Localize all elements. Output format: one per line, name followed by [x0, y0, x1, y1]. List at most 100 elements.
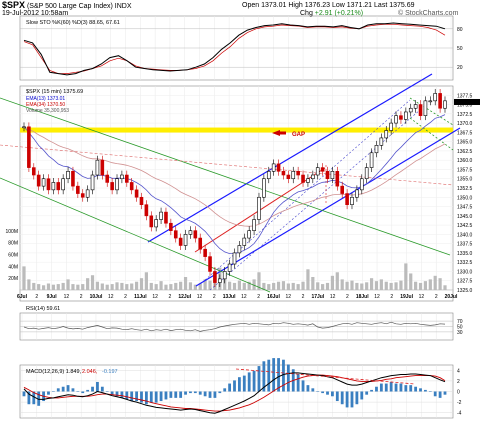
gap-label: GAP [292, 132, 305, 138]
sto-legend: Slow STO %K(60) %D(3) 88.65, 67.61 [26, 20, 120, 26]
volume-bar [374, 281, 379, 290]
macd-histogram-bar [350, 391, 354, 408]
candle-body [125, 174, 129, 183]
macd-histogram-bar [120, 391, 124, 398]
candle-body [105, 174, 110, 183]
candle-body [257, 196, 261, 220]
candle-body [413, 104, 418, 109]
volume-bar [325, 282, 330, 290]
high-value: 1376.23 [304, 2, 331, 9]
candle-body [428, 100, 433, 103]
volume-bar [252, 279, 256, 290]
candle-body [247, 230, 251, 239]
macd-histogram-bar [438, 391, 442, 398]
candle-body [31, 167, 36, 176]
price-y-tick-label: 1342.5 [457, 223, 473, 229]
volume-bar [41, 285, 46, 290]
volume-bar [404, 263, 408, 290]
candle-body [203, 248, 207, 257]
volume-bar [203, 279, 207, 290]
price-y-tick-label: 1370.0 [457, 121, 473, 127]
candle-body [100, 159, 105, 176]
x-tick-label: 2 [35, 294, 38, 300]
channel-lower-line [195, 127, 461, 287]
volume-bar [350, 280, 354, 290]
price-y-tick-label: 1352.5 [457, 186, 473, 192]
low-value: 1371.21 [346, 2, 373, 9]
volume-bar [27, 279, 31, 290]
sto-y-tick-label: 50 [457, 46, 463, 52]
volume-bar [37, 284, 41, 290]
macd-histogram-bar [56, 388, 60, 392]
candle-body [315, 167, 320, 176]
candle-body [227, 263, 232, 272]
volume-bar [223, 277, 227, 290]
volume-bar [193, 284, 197, 290]
candle-body [404, 111, 408, 120]
low-label: Low [331, 2, 345, 9]
candle-body [423, 100, 428, 116]
volume-bar [115, 282, 119, 290]
candle-body [154, 219, 158, 228]
green-dashed-projection-2 [409, 117, 454, 151]
volume-bar [340, 279, 344, 290]
candle-body [276, 163, 281, 172]
volume-bar [183, 277, 188, 290]
volume-bar [134, 281, 139, 290]
candle-body [286, 174, 291, 180]
macd-y-tick-label: 0 [457, 390, 460, 396]
x-axis-strip [19, 289, 454, 302]
candle-body [208, 256, 212, 272]
macd-histogram-bar [213, 391, 217, 398]
x-tick-label: 2 [124, 294, 127, 300]
macd-histogram-bar [71, 388, 75, 392]
volume-tick-label: 20M [8, 276, 18, 282]
candle-body [237, 245, 242, 254]
x-tick-label: 2 [257, 294, 260, 300]
candle-body [394, 115, 398, 124]
macd-histogram-bar [164, 391, 168, 400]
candle-body [443, 100, 447, 109]
macd-histogram-bar [66, 385, 70, 392]
chart-header: $SPX (S&P 500 Large Cap Index) INDX [2, 1, 132, 11]
last-value: 1375.69 [389, 2, 415, 9]
volume-bar [301, 281, 305, 290]
macd-histogram-bar [208, 391, 212, 398]
price-y-tick-label: 1360.0 [457, 158, 473, 164]
volume-bar [276, 281, 281, 290]
candle-body [389, 122, 393, 131]
macd-histogram-bar [179, 391, 183, 398]
candle-body [296, 171, 300, 176]
volume-bar [105, 284, 109, 290]
x-tick-label: 2 [213, 294, 216, 300]
macd-histogram-bar [301, 380, 305, 392]
macd-histogram-bar [262, 361, 266, 392]
candle-body [120, 174, 124, 180]
volume-bar [355, 282, 359, 290]
macd-histogram-bar [233, 380, 236, 392]
candle-body [51, 182, 56, 191]
macd-histogram-bar [61, 386, 65, 392]
volume-tick-label: 100M [5, 229, 18, 235]
volume-bar [262, 282, 266, 290]
macd-histogram-bar [306, 385, 310, 392]
macd-histogram-bar [247, 372, 251, 392]
price-y-tick-label: 1330.0 [457, 269, 473, 275]
x-tick-label: 2 [435, 294, 438, 300]
volume-bar [188, 282, 193, 290]
macd-histogram-bar [360, 391, 364, 400]
volume-tick-label: 80M [8, 241, 18, 247]
price-y-tick-label: 1355.0 [457, 177, 473, 183]
macd-histogram-bar [140, 391, 143, 403]
ema13-legend: EMA(13) 1373.01 [26, 96, 65, 102]
macd-histogram-bar [424, 389, 427, 392]
macd-histogram-bar [331, 391, 334, 397]
candle-body [144, 204, 149, 217]
macd-histogram-bar [335, 391, 339, 402]
macd-histogram-bar [218, 391, 222, 394]
rsi-y-tick-label: 70 [457, 319, 463, 325]
candle-body [198, 237, 203, 250]
macd-histogram-bar [326, 391, 329, 395]
volume-bar [394, 282, 398, 290]
price-y-tick-label: 1350.0 [457, 195, 473, 201]
